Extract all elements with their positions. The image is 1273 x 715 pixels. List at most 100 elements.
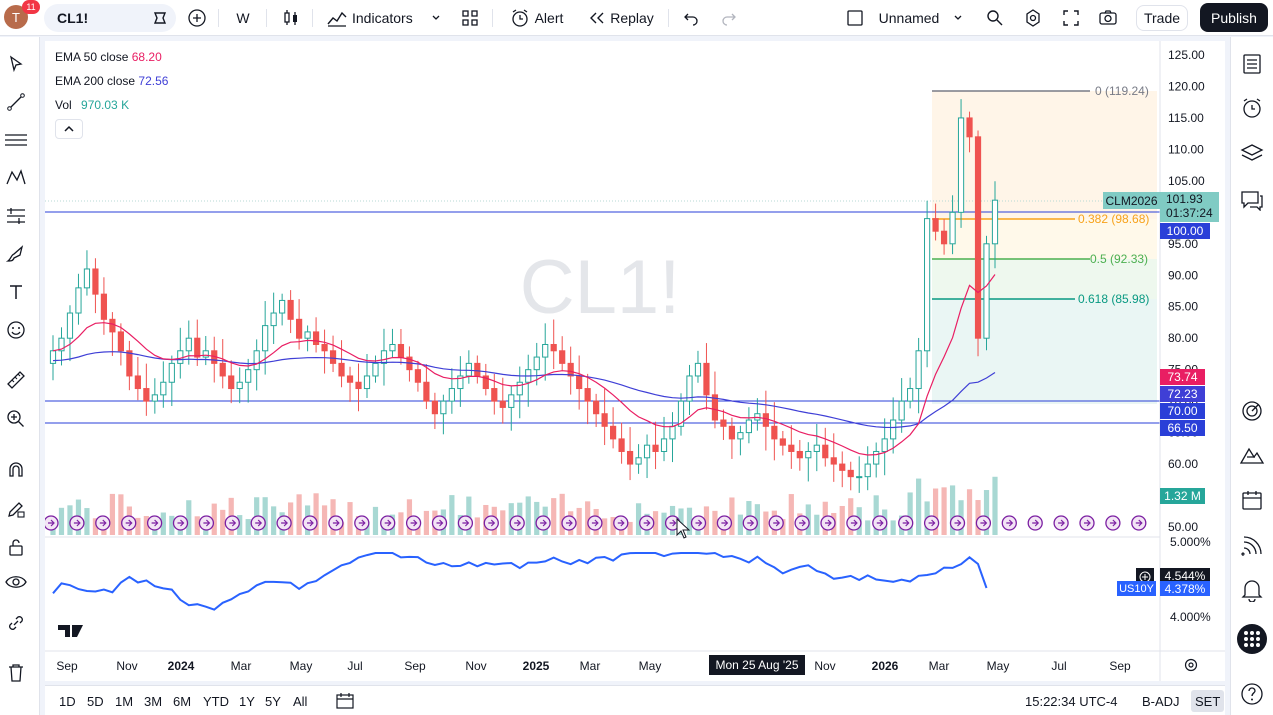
trend-line-tool[interactable]: [4, 90, 28, 114]
event-marker-icon[interactable]: [587, 515, 603, 531]
event-marker-icon[interactable]: [613, 515, 629, 531]
event-marker-icon[interactable]: [820, 515, 836, 531]
calendar-button[interactable]: [1239, 487, 1265, 513]
lock-drawings-tool[interactable]: [4, 535, 28, 559]
event-marker-icon[interactable]: [509, 515, 525, 531]
brush-tool[interactable]: [4, 242, 28, 266]
link-tool[interactable]: [4, 611, 28, 635]
ema50-legend[interactable]: EMA 50 close 68.20: [55, 50, 162, 64]
event-marker-icon[interactable]: [639, 515, 655, 531]
ideas-button[interactable]: [1239, 442, 1265, 468]
event-marker-icon[interactable]: [872, 515, 888, 531]
symbol-search[interactable]: CL1!: [44, 4, 176, 32]
price-chart[interactable]: CL1! 0 (119.24) 0.382 (98.68) 0.5 (92.33…: [45, 41, 1225, 681]
templates-button[interactable]: [458, 4, 482, 32]
indicators-button[interactable]: Indicators: [326, 4, 448, 32]
zoom-tool[interactable]: [4, 407, 28, 431]
event-marker-icon[interactable]: [1105, 515, 1121, 531]
range-button-5d[interactable]: 5D: [87, 693, 104, 709]
event-marker-icon[interactable]: [664, 515, 681, 531]
event-marker-icon[interactable]: [45, 515, 59, 531]
event-marker-icon[interactable]: [146, 515, 163, 531]
event-marker-icon[interactable]: [794, 515, 810, 531]
alert-button[interactable]: Alert: [504, 4, 568, 32]
range-button-all[interactable]: All: [293, 693, 308, 709]
tradingview-logo-icon[interactable]: [58, 625, 83, 637]
ema200-line[interactable]: [52, 351, 996, 429]
event-marker-icon[interactable]: [690, 515, 707, 531]
event-marker-icon[interactable]: [768, 515, 784, 531]
event-marker-icon[interactable]: [716, 515, 733, 531]
event-marker-icon[interactable]: [1079, 515, 1095, 531]
event-marker-icon[interactable]: [354, 515, 370, 531]
event-marker-icon[interactable]: [923, 515, 940, 531]
layout-name-button[interactable]: Unnamed: [876, 4, 966, 32]
cursor-tool[interactable]: [4, 52, 28, 76]
event-marker-icon[interactable]: [483, 515, 499, 531]
range-button-1y[interactable]: 1Y: [239, 693, 255, 709]
publish-button[interactable]: Publish: [1200, 3, 1268, 32]
event-marker-icon[interactable]: [1001, 515, 1017, 531]
event-marker-icon[interactable]: [224, 515, 240, 531]
range-button-ytd[interactable]: YTD: [203, 693, 229, 709]
ruler-tool[interactable]: [4, 368, 28, 392]
interval-button[interactable]: W: [230, 4, 256, 32]
trade-button[interactable]: Trade: [1136, 5, 1188, 31]
chats-button[interactable]: [1239, 187, 1265, 213]
symbol-arrow-icon[interactable]: [152, 10, 168, 26]
volume-legend[interactable]: Vol 970.03 K: [55, 98, 129, 112]
text-tool[interactable]: [4, 280, 28, 304]
add-symbol-button[interactable]: [186, 4, 208, 32]
chart-area[interactable]: CL1! 0 (119.24) 0.382 (98.68) 0.5 (92.33…: [45, 41, 1225, 681]
emoji-tool[interactable]: [4, 318, 28, 342]
last-price-tag[interactable]: 101.93 01:37:24: [1160, 192, 1219, 222]
horizontal-lines-tool[interactable]: [4, 128, 28, 152]
replay-button[interactable]: Replay: [584, 4, 658, 32]
event-marker-icon[interactable]: [457, 515, 474, 531]
collapse-legend-button[interactable]: [55, 119, 83, 139]
range-button-1d[interactable]: 1D: [59, 693, 76, 709]
event-marker-icon[interactable]: [846, 515, 862, 531]
range-button-5y[interactable]: 5Y: [265, 693, 281, 709]
event-marker-icon[interactable]: [69, 515, 85, 531]
range-button-1m[interactable]: 1M: [115, 693, 134, 709]
fullscreen-button[interactable]: [1060, 4, 1082, 32]
event-marker-icon[interactable]: [250, 515, 266, 531]
event-marker-icon[interactable]: [172, 515, 189, 531]
event-marker-icon[interactable]: [1053, 515, 1069, 531]
stay-drawing-tool[interactable]: [4, 497, 28, 521]
event-marker-icon[interactable]: [405, 515, 422, 531]
redo-button[interactable]: [718, 4, 740, 32]
hide-drawings-tool[interactable]: [4, 570, 28, 594]
us10y-line[interactable]: [52, 551, 988, 611]
event-marker-icon[interactable]: [380, 515, 396, 531]
pattern-tool[interactable]: [4, 166, 28, 190]
event-marker-icon[interactable]: [302, 515, 318, 531]
timezone-clock[interactable]: 15:22:34 UTC-4: [1025, 693, 1118, 709]
event-marker-icon[interactable]: [328, 515, 344, 531]
remove-drawings-tool[interactable]: [4, 661, 28, 685]
ema200-legend[interactable]: EMA 200 close 72.56: [55, 74, 168, 88]
chart-type-button[interactable]: [280, 4, 302, 32]
undo-button[interactable]: [680, 4, 702, 32]
event-marker-icon[interactable]: [949, 515, 966, 531]
event-marker-icon[interactable]: [1131, 515, 1147, 531]
fib-tool[interactable]: [4, 204, 28, 228]
event-marker-icon[interactable]: [535, 515, 551, 531]
screener-button[interactable]: [1239, 398, 1265, 424]
chart-settings-button[interactable]: [1183, 657, 1199, 673]
range-button-3m[interactable]: 3M: [144, 693, 163, 709]
event-marker-icon[interactable]: [975, 515, 992, 531]
event-marker-icon[interactable]: [1027, 515, 1043, 531]
news-button[interactable]: [1239, 533, 1265, 559]
alerts-button[interactable]: [1239, 95, 1265, 121]
event-marker-icon[interactable]: [276, 515, 292, 531]
price-scale[interactable]: 125.00120.00115.00110.00105.00100.0095.0…: [1168, 48, 1205, 534]
apps-button[interactable]: [1237, 624, 1267, 654]
event-marker-icon[interactable]: [742, 515, 758, 531]
help-button[interactable]: [1239, 681, 1265, 707]
event-marker-icon[interactable]: [561, 515, 577, 531]
settings-button[interactable]: [1022, 4, 1044, 32]
event-marker-icon[interactable]: [95, 515, 111, 531]
event-marker-icon[interactable]: [121, 515, 137, 531]
